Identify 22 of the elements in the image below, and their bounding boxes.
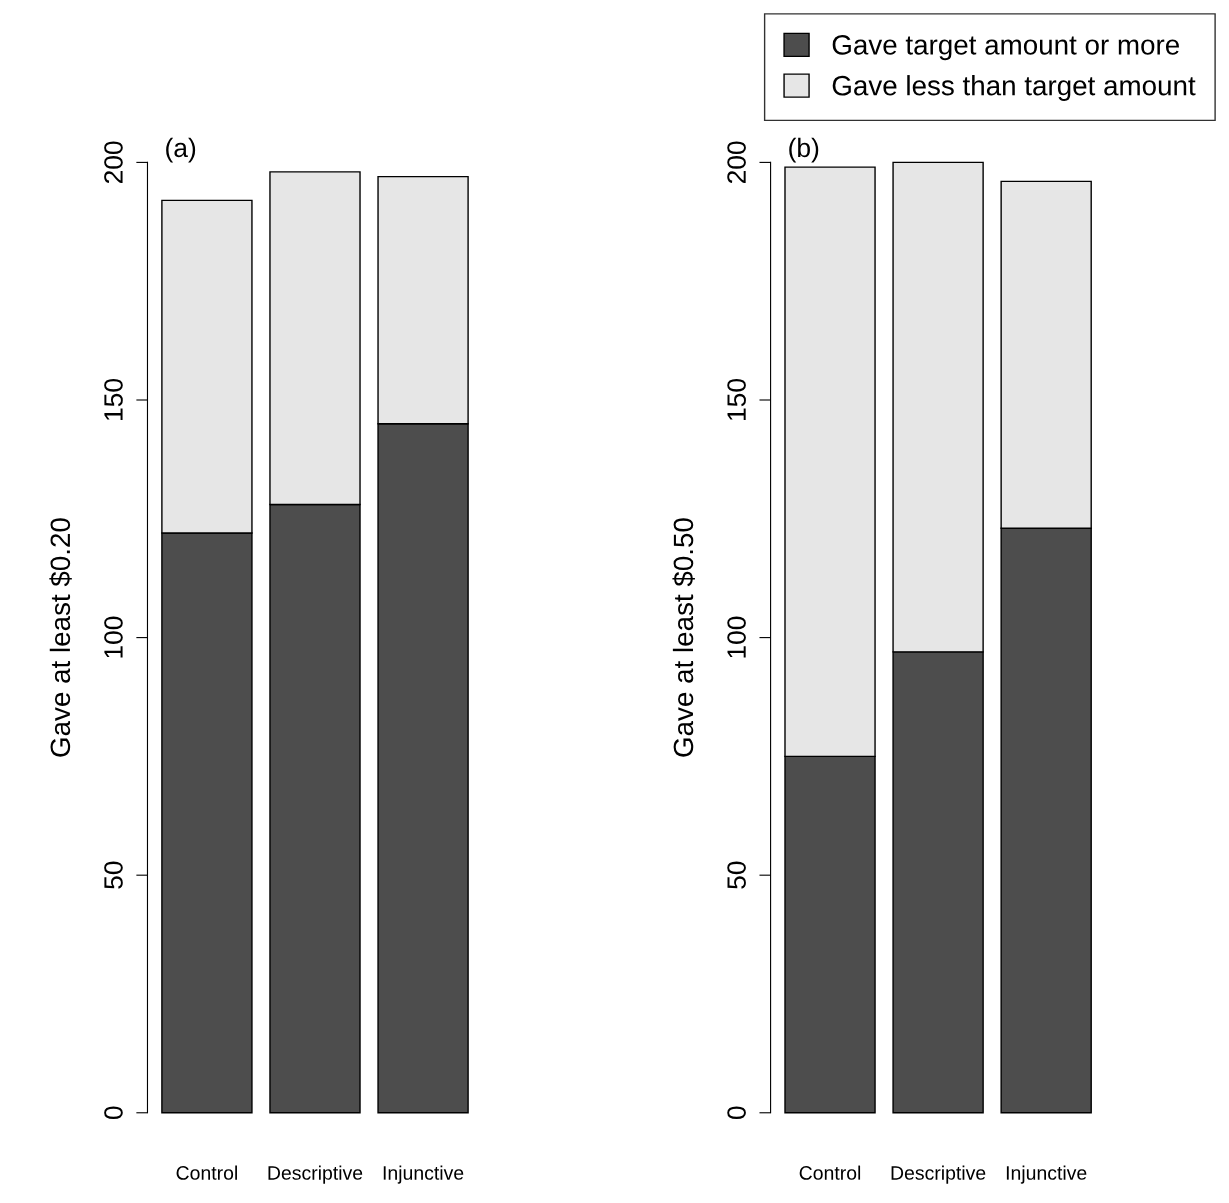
y-tick-label: 150: [727, 379, 746, 420]
y-tick-label: 150: [104, 379, 123, 420]
y-tick-label: 50: [727, 861, 746, 889]
legend-label: Gave less than target amount: [832, 75, 1196, 101]
y-tick-label: 100: [727, 616, 746, 658]
y-tick-label: 50: [104, 861, 123, 889]
x-tick-label: Injunctive: [383, 1165, 464, 1184]
text: (a): [166, 137, 196, 163]
legend-label: Gave target amount or more: [832, 35, 1179, 61]
y-tick-label: 200: [727, 141, 746, 184]
text: (b): [789, 137, 819, 163]
x-tick-label: Descriptive: [891, 1165, 986, 1184]
y-tick-label: 100: [104, 616, 123, 658]
y-axis-title: Gave at least $0.20: [49, 518, 72, 757]
y-tick-label: 0: [104, 1106, 123, 1120]
y-axis-title: Gave at least $0.50: [672, 518, 695, 757]
x-tick-label: Control: [176, 1165, 237, 1180]
y-tick-label: 200: [104, 141, 123, 184]
y-tick-label: 0: [727, 1106, 746, 1120]
x-tick-label: Injunctive: [1006, 1165, 1087, 1184]
x-tick-label: Descriptive: [268, 1165, 363, 1184]
x-tick-label: Control: [799, 1165, 861, 1180]
